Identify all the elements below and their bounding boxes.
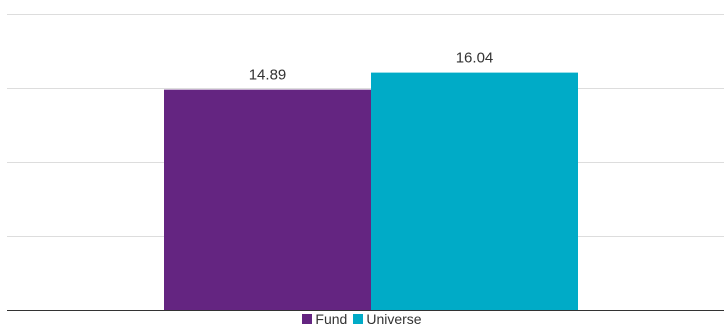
- legend-swatch-universe: [353, 314, 364, 324]
- legend-entry-fund[interactable]: Fund: [302, 312, 347, 326]
- bars: [164, 72, 578, 311]
- legend-swatch-fund: [302, 314, 313, 324]
- legend-label-universe: Universe: [366, 311, 422, 327]
- legend-label-fund: Fund: [315, 311, 348, 327]
- bar-universe[interactable]: [371, 72, 578, 310]
- data-label-universe: 16.04: [456, 50, 494, 67]
- legend-entry-universe[interactable]: Universe: [353, 311, 422, 327]
- data-label-fund: 14.89: [249, 67, 287, 84]
- legend: Fund Universe: [0, 312, 724, 326]
- data-labels: 14.89 16.04: [249, 50, 494, 84]
- bar-fund[interactable]: [164, 89, 371, 311]
